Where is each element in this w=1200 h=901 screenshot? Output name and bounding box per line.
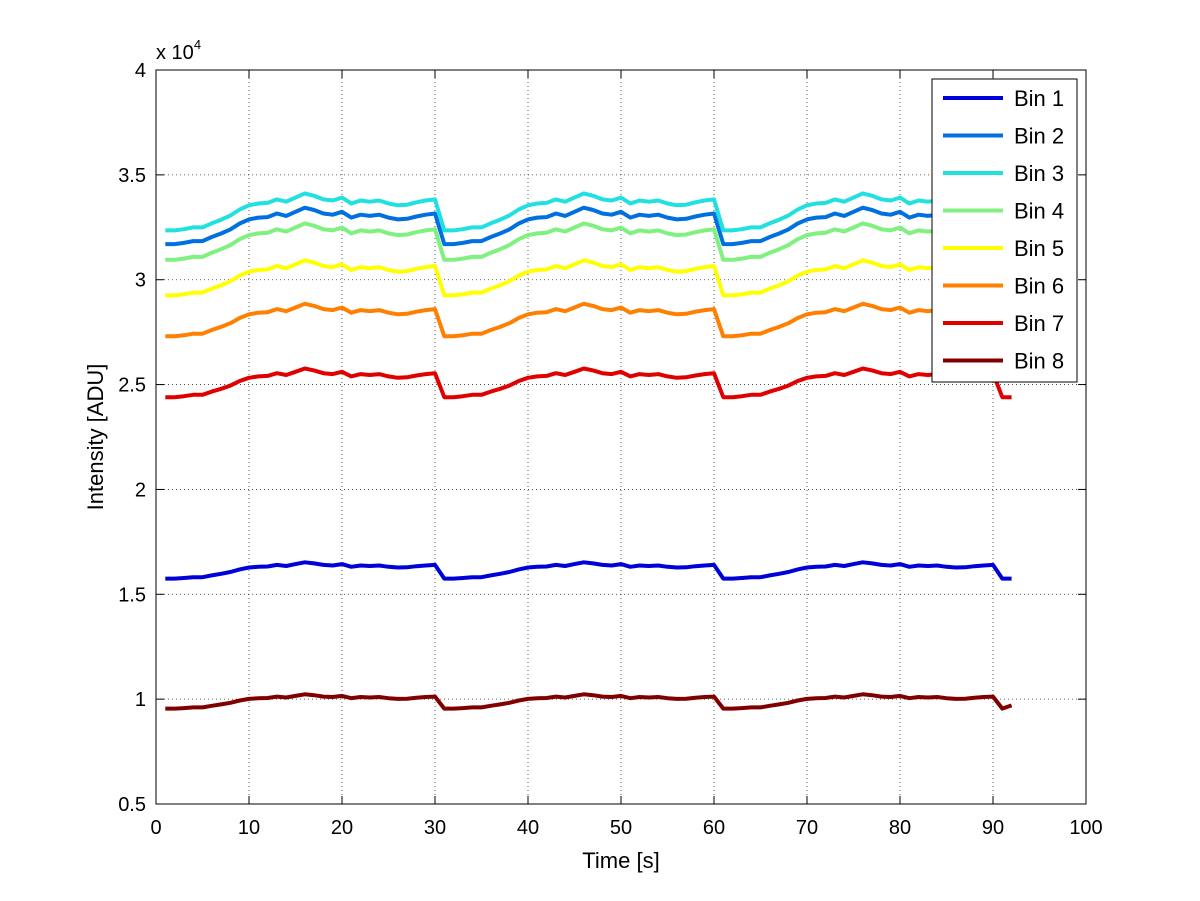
y-tick-label: 2.5 <box>118 375 146 397</box>
x-tick-label: 70 <box>796 817 818 839</box>
y-tick-label: 1 <box>135 689 146 711</box>
y-axis-label: Intensity [ADU] <box>83 364 108 511</box>
y-tick-label: 2 <box>135 479 146 501</box>
legend-label: Bin 1 <box>1014 86 1064 111</box>
series-layer <box>165 191 1013 711</box>
x-tick-label: 30 <box>424 817 446 839</box>
legend-label: Bin 7 <box>1014 311 1064 336</box>
y-tick-label: 0.5 <box>118 794 146 816</box>
legend-item: Bin 1 <box>943 86 1064 111</box>
legend-item: Bin 3 <box>943 161 1064 186</box>
y-tick-label: 3.5 <box>118 165 146 187</box>
legend-label: Bin 8 <box>1014 349 1064 374</box>
legend-box <box>931 78 1078 383</box>
legend: Bin 1 Bin 2 Bin 3 Bin 4 Bin 5 Bin 6 Bin 7 Bin 8 <box>931 78 1078 383</box>
legend-label: Bin 5 <box>1014 236 1064 261</box>
legend-item: Bin 7 <box>943 311 1064 336</box>
series-line-bin-4 <box>165 221 1012 262</box>
x-tick-label: 20 <box>331 817 353 839</box>
x-tick-label: 40 <box>517 817 539 839</box>
legend-item: Bin 8 <box>943 349 1064 374</box>
legend-label: Bin 6 <box>1014 274 1064 299</box>
y-multiplier-exponent: 4 <box>194 37 201 52</box>
series-line-bin-6 <box>165 301 1012 339</box>
axis-ticks: 0 10 20 30 40 50 60 70 80 90 100 0.5 1 1.5 2 2.5 3 3.5 4 <box>118 60 1103 839</box>
grid <box>156 70 1086 804</box>
series-line-bin-2 <box>165 205 1012 247</box>
series-line-bin-8 <box>165 692 1013 711</box>
x-tick-label: 60 <box>703 817 725 839</box>
y-tick-label: 1.5 <box>118 584 146 606</box>
x-tick-label: 100 <box>1069 817 1102 839</box>
series-line-bin-3 <box>165 191 1012 233</box>
y-multiplier-base: x 10 <box>156 42 194 64</box>
series-line-bin-5 <box>165 258 1012 298</box>
legend-item: Bin 5 <box>943 236 1064 261</box>
x-tick-label: 0 <box>150 817 161 839</box>
legend-item: Bin 2 <box>943 124 1064 149</box>
y-axis-multiplier: x 104 <box>156 37 201 64</box>
series-line-bin-7 <box>165 366 1012 400</box>
x-tick-label: 50 <box>610 817 632 839</box>
x-axis-label: Time [s] <box>582 848 659 873</box>
legend-label: Bin 4 <box>1014 199 1064 224</box>
legend-item: Bin 4 <box>943 199 1064 224</box>
legend-label: Bin 2 <box>1014 124 1064 149</box>
plot-area <box>156 70 1086 804</box>
y-tick-label: 4 <box>135 60 146 82</box>
x-tick-label: 10 <box>238 817 260 839</box>
series-line-bin-1 <box>165 560 1012 581</box>
x-tick-label: 80 <box>889 817 911 839</box>
legend-label: Bin 3 <box>1014 161 1064 186</box>
x-tick-label: 90 <box>982 817 1004 839</box>
y-tick-label: 3 <box>135 270 146 292</box>
legend-item: Bin 6 <box>943 274 1064 299</box>
